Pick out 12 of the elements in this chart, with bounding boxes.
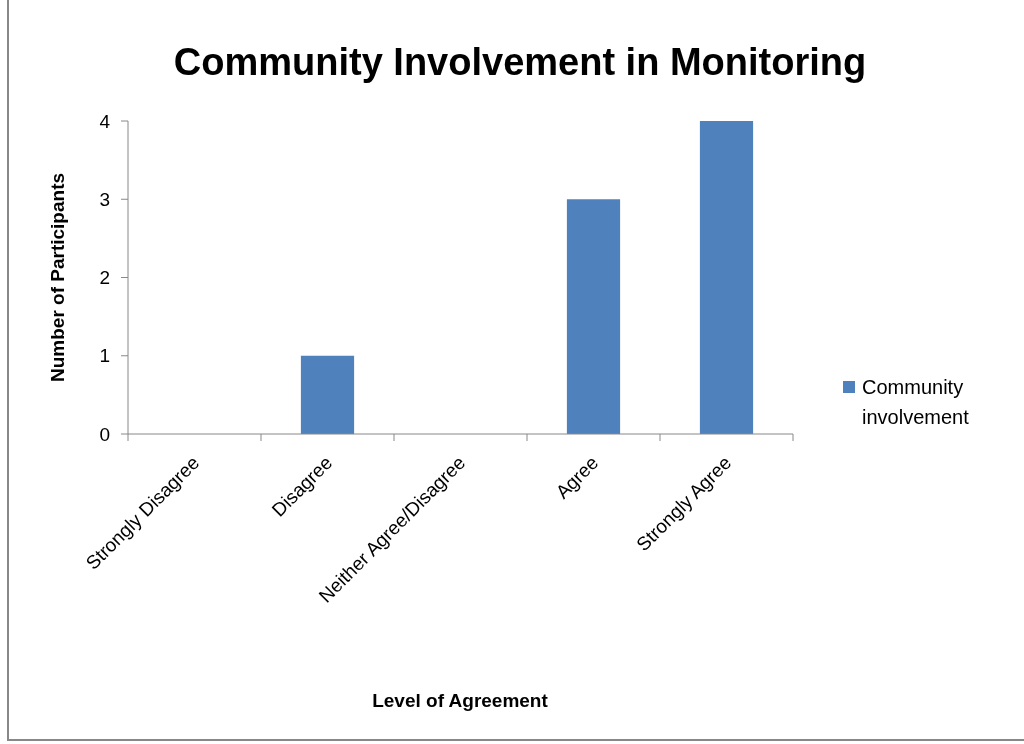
y-axis-title: Number of Participants <box>47 172 68 383</box>
x-axis-title: Level of Agreement <box>372 690 549 711</box>
y-tick-label: 2 <box>99 267 110 289</box>
y-tick-label: 4 <box>99 110 111 132</box>
y-tick-label: 0 <box>99 423 110 445</box>
bar <box>699 121 754 434</box>
bar <box>566 199 621 434</box>
bar <box>300 355 355 434</box>
legend-label: Community involvement <box>862 376 970 428</box>
y-tick-label: 1 <box>99 345 110 367</box>
y-tick-label: 3 <box>99 188 110 210</box>
chart-title: Community Involvement in Monitoring <box>173 41 867 83</box>
